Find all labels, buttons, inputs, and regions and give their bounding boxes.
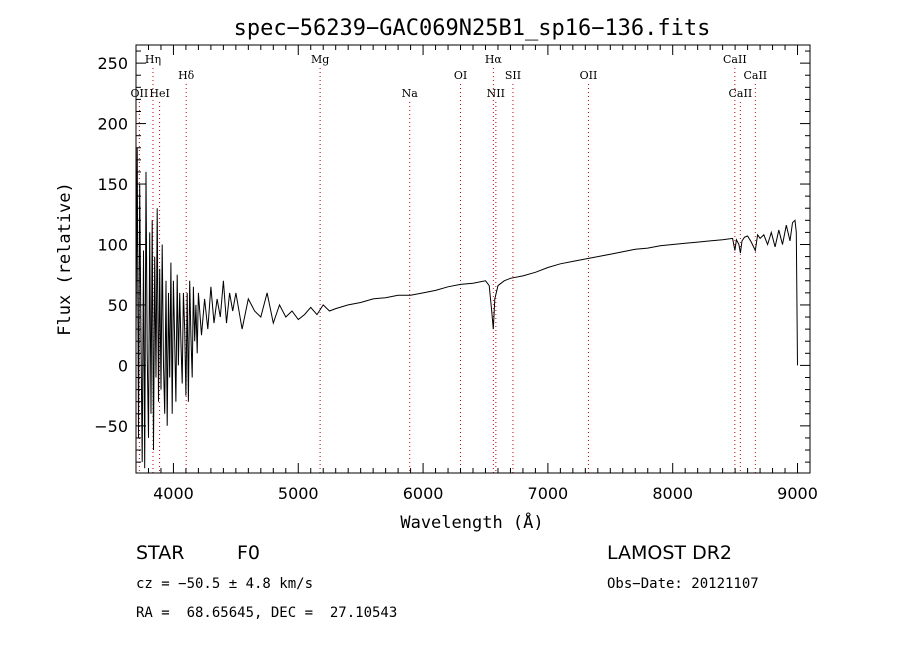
observation-date: Obs−Date: 20121107 xyxy=(607,576,759,592)
x-axis-label: Wavelength (Å) xyxy=(400,511,543,533)
y-tick-label: −50 xyxy=(94,417,128,436)
y-tick-label: 50 xyxy=(108,296,128,315)
axis-tick-labels: 4000 5000 6000 7000 8000 9000 −50 0 50 100 150 200 2… xyxy=(94,54,818,503)
plot-frame xyxy=(135,44,811,474)
spectral-line-label: NII xyxy=(487,87,505,100)
spectral-line-label: SII xyxy=(505,69,521,82)
spectral-line-label: Na xyxy=(402,87,419,100)
y-tick-label: 200 xyxy=(97,115,128,134)
spectral-line-label: Hδ xyxy=(178,69,195,82)
axis-ticks xyxy=(135,45,811,473)
survey-name: LAMOST DR2 xyxy=(607,542,732,564)
spectral-line-label: Hη xyxy=(145,53,161,66)
redshift-velocity: cz = −50.5 ± 4.8 km/s xyxy=(136,576,314,592)
x-tick-label: 9000 xyxy=(777,484,818,503)
x-tick-label: 4000 xyxy=(153,484,194,503)
x-tick-label: 7000 xyxy=(528,484,569,503)
spectral-line-label: OII xyxy=(580,69,598,82)
chart-title: spec−56239−GAC069N25B1_sp16−136.fits xyxy=(234,16,711,41)
object-class: STAR xyxy=(136,542,185,564)
spectral-line-markers xyxy=(138,68,756,473)
spectral-line-label: OI xyxy=(454,69,467,82)
spectral-line-label: CaII xyxy=(723,53,747,66)
y-tick-label: 100 xyxy=(97,235,128,254)
spectral-line-label: Hα xyxy=(485,53,503,66)
spectrum-line xyxy=(135,147,798,469)
spectral-line-label: HeI xyxy=(149,87,169,100)
y-tick-label: 150 xyxy=(97,175,128,194)
spectral-line-label: OII xyxy=(131,87,149,100)
y-axis-label: Flux (relative) xyxy=(55,182,75,336)
x-tick-label: 6000 xyxy=(403,484,444,503)
x-tick-label: 5000 xyxy=(278,484,319,503)
y-tick-label: 250 xyxy=(97,54,128,73)
object-subclass: F0 xyxy=(237,542,261,564)
sky-coordinates: RA = 68.65645, DEC = 27.10543 xyxy=(136,605,398,621)
spectral-line-label: CaII xyxy=(729,87,753,100)
spectral-line-label: Mg xyxy=(311,53,329,66)
spectral-line-label: CaII xyxy=(743,69,767,82)
y-tick-label: 0 xyxy=(118,356,128,375)
x-tick-label: 8000 xyxy=(652,484,693,503)
